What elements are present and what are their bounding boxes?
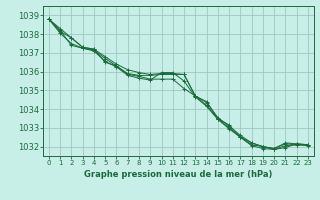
X-axis label: Graphe pression niveau de la mer (hPa): Graphe pression niveau de la mer (hPa) [84, 170, 273, 179]
